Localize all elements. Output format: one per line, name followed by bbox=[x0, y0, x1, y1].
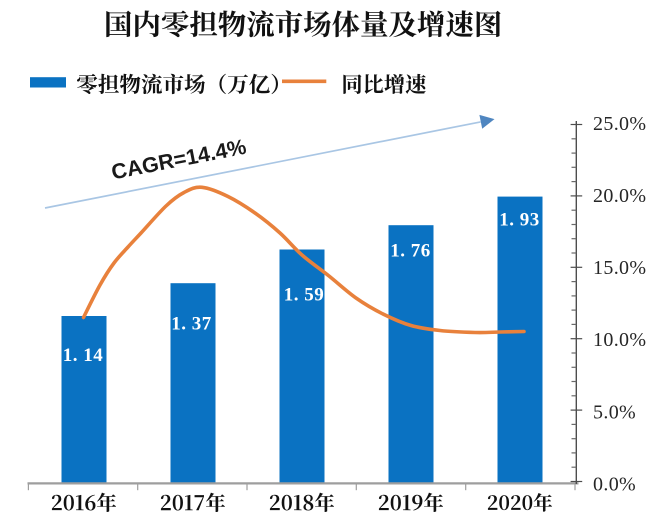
svg-text:CAGR=14.4%: CAGR=14.4% bbox=[109, 135, 248, 185]
svg-text:15.0%: 15.0% bbox=[593, 257, 646, 279]
svg-text:20.0%: 20.0% bbox=[593, 185, 646, 207]
svg-text:10.0%: 10.0% bbox=[593, 329, 646, 351]
svg-text:5.0%: 5.0% bbox=[593, 401, 636, 423]
svg-text:1. 14: 1. 14 bbox=[63, 345, 104, 366]
svg-text:1. 93: 1. 93 bbox=[499, 209, 540, 230]
svg-text:1. 59: 1. 59 bbox=[284, 284, 325, 305]
svg-text:25.0%: 25.0% bbox=[593, 113, 646, 135]
svg-text:0.0%: 0.0% bbox=[593, 473, 636, 495]
svg-text:1. 76: 1. 76 bbox=[390, 241, 431, 262]
svg-text:1. 37: 1. 37 bbox=[171, 314, 212, 335]
